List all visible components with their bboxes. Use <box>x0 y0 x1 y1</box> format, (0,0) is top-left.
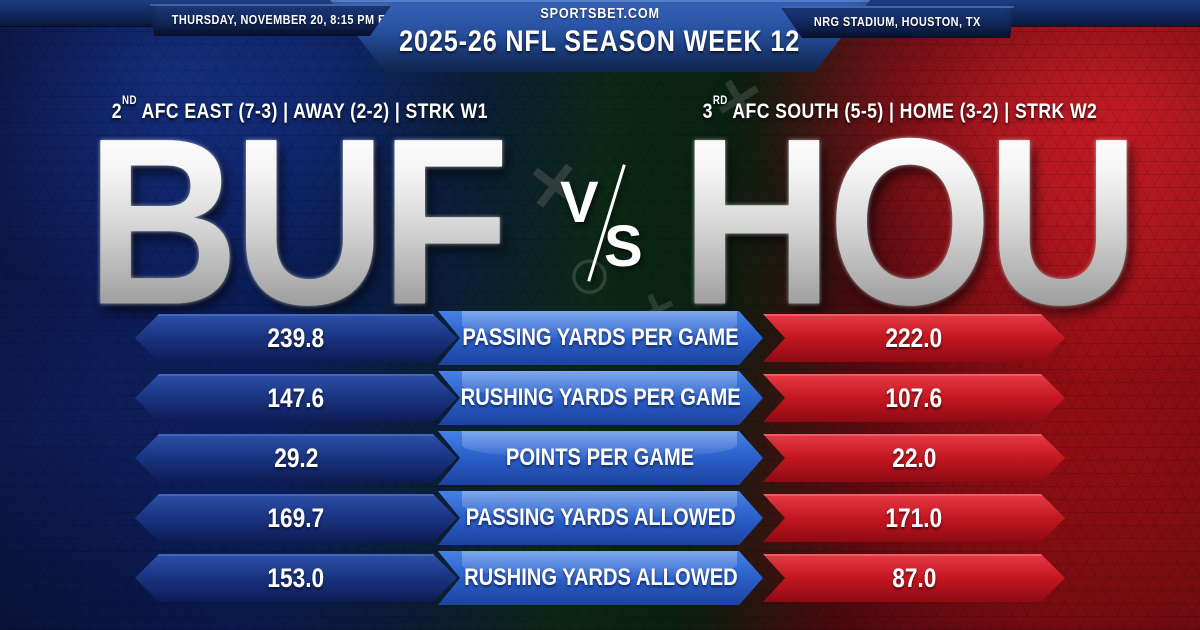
away-stat-value: 239.8 <box>267 322 325 353</box>
venue-banner: NRG STADIUM, HOUSTON, TX <box>780 6 1014 38</box>
stat-label: POINTS PER GAME <box>506 444 695 471</box>
away-rank-suffix: ND <box>122 95 138 108</box>
stat-label-bar: PASSING YARDS ALLOWED <box>438 491 763 545</box>
away-team-abbr: BUF <box>86 88 510 354</box>
home-rank-suffix: RD <box>712 95 728 108</box>
vs-letter-v: V <box>560 170 599 235</box>
table-row: 153.0 RUSHING YARDS ALLOWED 87.0 <box>135 551 1065 605</box>
stat-label-bar: PASSING YARDS PER GAME <box>438 311 763 365</box>
stat-label: PASSING YARDS ALLOWED <box>465 504 736 531</box>
page-title: 2025-26 NFL SEASON WEEK 12 <box>399 25 801 58</box>
away-stat-value-bar: 147.6 <box>135 374 457 422</box>
stat-label: PASSING YARDS PER GAME <box>462 324 739 351</box>
vs-badge: V S <box>558 164 654 282</box>
away-rank: 2 <box>112 100 122 123</box>
home-stat-value-bar: 22.0 <box>763 434 1065 482</box>
home-team-abbr: HOU <box>680 88 1139 354</box>
home-rank: 3 <box>703 100 713 123</box>
home-stat-value: 222.0 <box>885 322 943 353</box>
away-stat-value: 147.6 <box>267 382 325 413</box>
table-row: 147.6 RUSHING YARDS PER GAME 107.6 <box>135 371 1065 425</box>
home-stat-value: 171.0 <box>885 502 943 533</box>
away-stat-value-bar: 29.2 <box>135 434 457 482</box>
home-team-subline: 3RD AFC SOUTH (5-5) | HOME (3-2) | STRK … <box>600 95 1200 124</box>
home-team-name-wrap: HOU <box>612 102 1200 339</box>
vs-letter-s: S <box>604 214 643 279</box>
home-stat-value: 22.0 <box>891 442 937 473</box>
away-stat-value-bar: 239.8 <box>135 314 457 362</box>
away-stat-value: 153.0 <box>267 562 325 593</box>
stat-label-bar: RUSHING YARDS PER GAME <box>438 371 763 425</box>
away-stat-value: 29.2 <box>273 442 319 473</box>
stat-label-bar: POINTS PER GAME <box>438 431 763 485</box>
venue: NRG STADIUM, HOUSTON, TX <box>813 14 981 29</box>
table-row: 239.8 PASSING YARDS PER GAME 222.0 <box>135 311 1065 365</box>
game-datetime-banner: THURSDAY, NOVEMBER 20, 8:15 PM EST <box>150 4 392 36</box>
away-stat-value: 169.7 <box>267 502 325 533</box>
away-stat-value-bar: 153.0 <box>135 554 457 602</box>
home-stat-value: 87.0 <box>891 562 937 593</box>
stats-comparison-table: 239.8 PASSING YARDS PER GAME 222.0 147.6… <box>135 311 1065 614</box>
stat-label-bar: RUSHING YARDS ALLOWED <box>438 551 763 605</box>
home-stat-value-bar: 107.6 <box>763 374 1065 422</box>
table-row: 169.7 PASSING YARDS ALLOWED 171.0 <box>135 491 1065 545</box>
table-row: 29.2 POINTS PER GAME 22.0 <box>135 431 1065 485</box>
game-datetime: THURSDAY, NOVEMBER 20, 8:15 PM EST <box>171 12 401 27</box>
stat-label: RUSHING YARDS PER GAME <box>460 384 741 411</box>
away-team-name-wrap: BUF <box>0 102 590 339</box>
header-band: SPORTSBET.COM 2025-26 NFL SEASON WEEK 12 <box>330 0 870 72</box>
home-stat-value-bar: 222.0 <box>763 314 1065 362</box>
stat-label: RUSHING YARDS ALLOWED <box>463 564 738 591</box>
home-stat-value-bar: 171.0 <box>763 494 1065 542</box>
home-stat-value-bar: 87.0 <box>763 554 1065 602</box>
away-stat-value-bar: 169.7 <box>135 494 457 542</box>
site-name: SPORTSBET.COM <box>540 5 660 22</box>
home-details: AFC SOUTH (5-5) | HOME (3-2) | STRK W2 <box>728 100 1098 123</box>
away-details: AFC EAST (7-3) | AWAY (2-2) | STRK W1 <box>137 100 488 123</box>
away-team-subline: 2ND AFC EAST (7-3) | AWAY (2-2) | STRK W… <box>0 95 600 124</box>
home-stat-value: 107.6 <box>885 382 943 413</box>
